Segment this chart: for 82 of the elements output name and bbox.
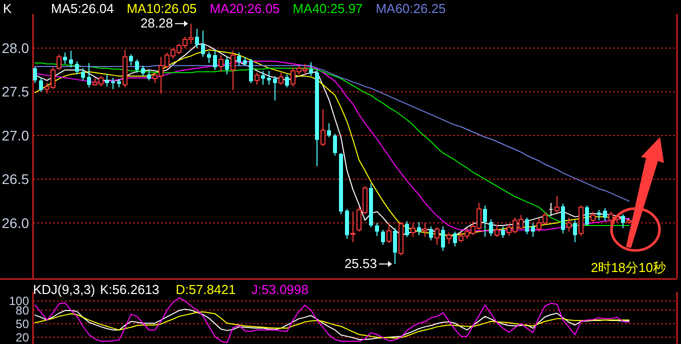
candlestick — [483, 204, 487, 238]
candlestick — [525, 217, 529, 235]
candlestick — [320, 108, 326, 146]
candlestick — [195, 28, 199, 49]
candlestick — [489, 218, 493, 237]
candlestick — [129, 54, 133, 66]
candlestick — [375, 222, 379, 237]
candlestick — [590, 211, 596, 224]
candlestick — [225, 56, 229, 75]
annotation: 25.53 — [344, 256, 377, 272]
line-series — [34, 297, 630, 344]
candlestick — [105, 74, 109, 88]
y-tick-label: 26.5 — [2, 171, 30, 188]
candlestick — [327, 122, 331, 138]
candlestick — [585, 204, 589, 226]
candlestick — [39, 77, 43, 92]
candlestick — [230, 50, 236, 91]
text: MA60:26.25 — [376, 1, 446, 16]
candlestick — [278, 72, 284, 86]
candlestick — [393, 228, 397, 265]
candlestick — [56, 54, 62, 70]
candlestick — [33, 66, 37, 84]
text: MA5:26.04 — [51, 1, 114, 16]
candlestick — [207, 51, 211, 64]
text: MA40:25.97 — [292, 1, 363, 16]
candlestick — [386, 223, 392, 244]
candlestick — [621, 214, 625, 229]
candlestick — [531, 222, 535, 238]
candlestick — [69, 50, 73, 68]
candlestick — [75, 60, 79, 75]
text: MA20:26.05 — [210, 1, 280, 16]
y-tick-label: 50 — [16, 316, 30, 331]
y-tick-label: 26.0 — [2, 214, 30, 231]
candlestick — [561, 203, 565, 234]
candlestick — [141, 65, 145, 77]
y-tick-label: 27.5 — [2, 84, 30, 100]
candlestick — [213, 48, 217, 70]
candlestick — [453, 231, 457, 248]
series-label: K:56.2613 — [100, 282, 160, 297]
candlestick — [405, 220, 409, 238]
annotation: 28.28 — [140, 16, 173, 31]
candlestick — [261, 70, 265, 86]
candlestick — [494, 224, 500, 238]
candlestick — [417, 222, 421, 236]
candlestick — [434, 226, 440, 246]
chart-title: KDJ(9,3,3) — [33, 282, 96, 297]
candlestick — [201, 30, 205, 58]
candlestick — [147, 70, 151, 81]
candlestick — [237, 52, 241, 66]
series-label: D:57.8421 — [176, 282, 236, 297]
candlestick — [446, 232, 452, 244]
y-tick-label: 20 — [16, 330, 30, 344]
series-label: J:53.0998 — [251, 282, 309, 297]
candlestick — [501, 226, 505, 238]
candlestick — [285, 74, 289, 88]
candlestick — [218, 54, 224, 72]
chart-title: K — [3, 1, 12, 16]
annotation: 2时18分10秒 — [590, 260, 666, 275]
candlestick — [81, 68, 85, 81]
candlestick — [63, 52, 67, 64]
candlestick — [333, 133, 337, 156]
candlestick — [87, 62, 91, 88]
candlestick — [554, 195, 560, 213]
candlestick — [135, 58, 139, 74]
candlestick — [597, 209, 601, 221]
candlestick — [273, 76, 277, 102]
candlestick — [603, 208, 607, 222]
candlestick — [309, 62, 313, 77]
candlestick — [249, 58, 253, 84]
candlestick — [267, 70, 271, 86]
candlestick — [441, 226, 445, 252]
candlestick — [573, 220, 577, 243]
candlestick — [410, 222, 416, 238]
candlestick — [422, 222, 428, 238]
candlestick — [381, 229, 385, 246]
text: MA10:26.05 — [126, 1, 197, 16]
y-tick-label: 28.0 — [2, 40, 30, 56]
candlestick — [254, 72, 260, 86]
candlestick — [429, 226, 433, 241]
y-tick-label: 27.0 — [2, 127, 30, 144]
candlestick — [350, 211, 356, 243]
candlestick — [566, 217, 572, 232]
